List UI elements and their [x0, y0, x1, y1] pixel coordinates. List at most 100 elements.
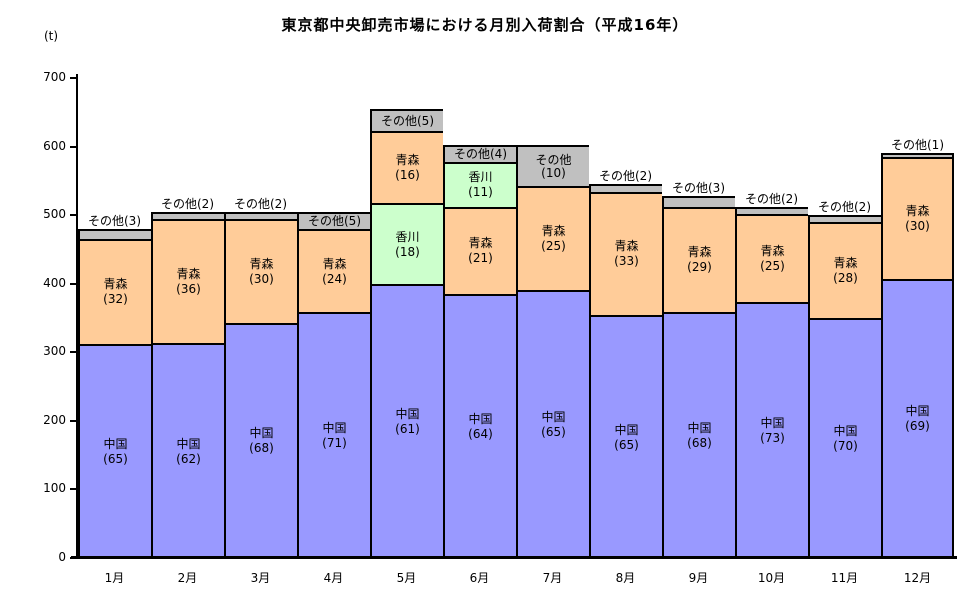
- y-axis-tick: [70, 282, 76, 285]
- sonota-above-label: その他(3): [672, 180, 725, 195]
- sonota-above-label: その他(2): [818, 200, 871, 215]
- y-axis-tick-label: 400: [43, 275, 66, 290]
- y-axis-tick: [70, 77, 76, 79]
- x-axis-label-2月: 2月: [177, 571, 198, 585]
- bar-segment-その他: その他(4): [445, 145, 516, 162]
- x-axis-line: [71, 556, 957, 559]
- segment-name-label: 中国: [541, 409, 566, 424]
- bar-segment-その他: [737, 206, 808, 214]
- sonota-name-label: その他: [535, 152, 572, 167]
- x-axis-label-11月: 11月: [830, 571, 859, 585]
- segment-value-label: (33): [614, 254, 639, 269]
- bar-6月: 中国 (64) 青森 (21) 香川 (11) その他(4): [443, 145, 516, 558]
- bar-segment-中国: 中国 (73): [737, 301, 808, 558]
- bar-segment-中国: 中国 (69): [883, 278, 952, 558]
- segment-name-label: 中国: [103, 437, 128, 452]
- segment-value-label: (62): [176, 451, 201, 466]
- segment-value-label: (61): [395, 422, 420, 436]
- sonota-above-label: その他(3): [88, 213, 141, 228]
- segment-name-label: 中国: [395, 407, 420, 421]
- bar-3月: 中国 (68) 青森 (30): [224, 211, 297, 558]
- segment-value-label: (70): [833, 438, 858, 453]
- segment-value-label: (65): [614, 437, 639, 452]
- x-axis-label-3月: 3月: [250, 571, 271, 585]
- x-axis-label-4月: 4月: [323, 571, 344, 585]
- segment-name-label: 青森: [322, 256, 347, 271]
- x-axis-label-7月: 7月: [542, 571, 563, 585]
- segment-name-label: 青森: [614, 239, 639, 254]
- bar-segment-青森: 青森 (28): [810, 221, 881, 318]
- segment-value-label: (21): [468, 251, 493, 266]
- segment-value-label: (32): [103, 292, 128, 307]
- segment-name-label: 青森: [103, 277, 128, 292]
- segment-name-label: 中国: [322, 421, 347, 436]
- sonota-above-label: その他(2): [599, 169, 652, 184]
- segment-value-label: (24): [322, 271, 347, 286]
- y-axis-tick-label: 600: [43, 138, 66, 153]
- y-axis-line: [76, 74, 78, 558]
- bar-segment-青森: 青森 (33): [591, 191, 662, 316]
- segment-name-label: 青森: [249, 256, 274, 271]
- segment-name-label: 青森: [176, 266, 201, 281]
- bar-segment-その他: その他 (10): [518, 145, 589, 187]
- segment-name-label: 青森: [468, 236, 493, 251]
- bar-segment-中国: 中国 (68): [664, 311, 735, 558]
- y-axis-tick-label: 500: [43, 207, 66, 222]
- bar-segment-その他: [664, 195, 735, 207]
- segment-name-label: 中国: [249, 426, 274, 441]
- bar-segment-その他: [226, 211, 297, 219]
- bar-4月: 中国 (71) 青森 (24) その他(5): [297, 211, 370, 558]
- segment-value-label: (68): [687, 435, 712, 450]
- segment-name-label: 青森: [687, 245, 712, 260]
- bar-segment-中国: 中国 (68): [226, 322, 297, 558]
- x-axis-label-6月: 6月: [469, 571, 490, 585]
- bar-segment-青森: 青森 (24): [299, 229, 370, 313]
- bar-segment-その他: [810, 215, 881, 222]
- bar-segment-青森: 青森 (30): [226, 218, 297, 323]
- bar-segment-中国: 中国 (64): [445, 293, 516, 558]
- bar-11月: 中国 (70) 青森 (28): [808, 215, 881, 558]
- bar-10月: 中国 (73) 青森 (25): [735, 206, 808, 558]
- segment-name-label: 中国: [176, 436, 201, 451]
- bar-segment-中国: 中国 (65): [80, 344, 151, 558]
- segment-name-label: 香川: [468, 170, 493, 185]
- bar-segment-その他: [591, 184, 662, 192]
- segment-name-label: 青森: [833, 255, 858, 270]
- sonota-value-label: (10): [541, 165, 566, 180]
- bar-segment-青森: 青森 (32): [80, 238, 151, 345]
- x-axis-label-1月: 1月: [104, 571, 125, 585]
- segment-value-label: (65): [541, 424, 566, 439]
- bar-7月: 中国 (65) 青森 (25) その他 (10): [516, 145, 589, 558]
- segment-value-label: (69): [905, 419, 930, 434]
- bar-segment-その他: [883, 153, 952, 158]
- bar-5月: 中国 (61) 香川 (18) 青森 (16) その他(5): [370, 108, 443, 558]
- bar-1月: 中国 (65) 青森 (32): [78, 228, 151, 558]
- x-axis-label-5月: 5月: [396, 571, 417, 585]
- x-axis-label-8月: 8月: [615, 571, 636, 585]
- segment-name-label: 中国: [905, 404, 930, 419]
- bar-12月: 中国 (69) 青森 (30): [881, 153, 954, 558]
- y-axis-tick: [70, 351, 76, 354]
- bar-2月: 中国 (62) 青森 (36): [151, 211, 224, 558]
- bar-segment-青森: 青森 (30): [883, 157, 952, 279]
- y-axis-tick-label: 300: [43, 344, 66, 359]
- bar-segment-香川: 香川 (11): [445, 161, 516, 208]
- bar-segment-青森: 青森 (36): [153, 218, 224, 344]
- bar-segment-青森: 青森 (16): [372, 131, 443, 204]
- segment-name-label: 中国: [614, 422, 639, 437]
- segment-value-label: (30): [905, 219, 930, 234]
- bar-segment-青森: 青森 (21): [445, 207, 516, 294]
- segment-name-label: 青森: [905, 204, 930, 219]
- segment-name-label: 中国: [833, 423, 858, 438]
- sonota-above-label: その他(2): [161, 196, 214, 211]
- bar-segment-その他: [80, 228, 151, 239]
- sonota-inline-label: その他(5): [381, 114, 434, 129]
- y-axis-tick-label: 200: [43, 412, 66, 427]
- y-axis-tick-label: 700: [43, 70, 66, 84]
- x-axis-label-12月: 12月: [903, 571, 932, 585]
- segment-name-label: 香川: [395, 229, 420, 244]
- bar-segment-中国: 中国 (61): [372, 284, 443, 558]
- segment-value-label: (65): [103, 452, 128, 467]
